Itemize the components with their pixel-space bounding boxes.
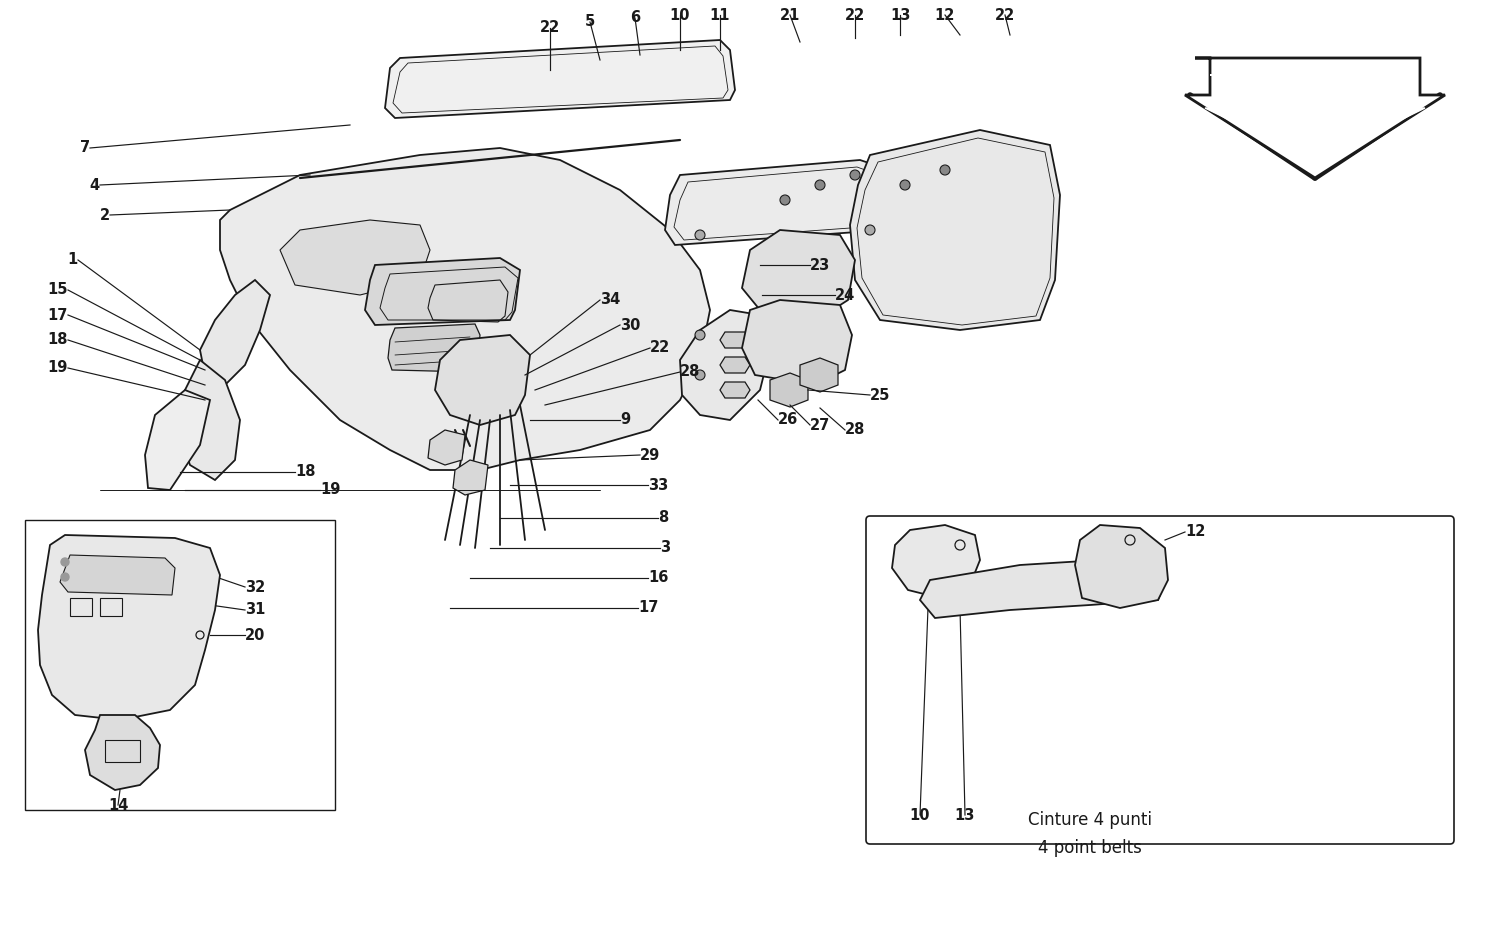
Text: 24: 24	[836, 288, 855, 302]
Text: 12: 12	[934, 8, 956, 23]
Text: 27: 27	[810, 417, 831, 432]
Text: 1: 1	[68, 253, 78, 268]
Polygon shape	[664, 160, 896, 245]
Text: 4: 4	[90, 178, 101, 193]
Polygon shape	[742, 300, 852, 385]
Polygon shape	[453, 460, 488, 495]
Text: 8: 8	[658, 510, 669, 525]
Polygon shape	[364, 258, 520, 325]
Polygon shape	[770, 373, 808, 407]
Text: 13: 13	[956, 808, 975, 823]
Text: 10: 10	[669, 8, 690, 23]
Circle shape	[696, 231, 703, 239]
Circle shape	[62, 558, 69, 566]
Polygon shape	[1185, 58, 1444, 178]
Circle shape	[850, 171, 859, 179]
Polygon shape	[435, 335, 530, 425]
Text: 30: 30	[620, 317, 640, 332]
Circle shape	[696, 331, 703, 339]
Text: 13: 13	[890, 8, 910, 23]
Polygon shape	[427, 430, 465, 465]
Text: 16: 16	[648, 571, 669, 585]
Bar	[26, 520, 334, 810]
Text: 3: 3	[660, 541, 670, 556]
Polygon shape	[200, 280, 270, 385]
Text: 4 point belts: 4 point belts	[1038, 839, 1142, 857]
Text: 5: 5	[585, 14, 596, 29]
Polygon shape	[1204, 75, 1425, 162]
Polygon shape	[742, 230, 855, 318]
Circle shape	[902, 181, 909, 189]
Circle shape	[816, 181, 824, 189]
Text: 21: 21	[780, 8, 800, 23]
Circle shape	[62, 573, 69, 581]
Polygon shape	[1076, 525, 1168, 608]
Text: 2: 2	[100, 207, 109, 222]
Text: 23: 23	[810, 257, 831, 273]
Polygon shape	[800, 358, 838, 392]
Text: 29: 29	[640, 447, 660, 463]
Text: 9: 9	[620, 412, 630, 428]
Polygon shape	[280, 220, 430, 295]
Bar	[100, 598, 122, 616]
Polygon shape	[386, 40, 735, 118]
Polygon shape	[86, 715, 160, 790]
Polygon shape	[220, 148, 710, 470]
Circle shape	[782, 196, 789, 204]
Polygon shape	[388, 324, 480, 372]
Text: 7: 7	[80, 141, 90, 156]
Polygon shape	[720, 382, 750, 398]
Polygon shape	[892, 525, 980, 598]
Polygon shape	[178, 360, 240, 480]
Bar	[105, 740, 140, 762]
Text: 26: 26	[778, 412, 798, 428]
Text: 32: 32	[244, 580, 266, 595]
Text: 33: 33	[648, 478, 669, 492]
Text: 19: 19	[320, 483, 340, 498]
Polygon shape	[680, 310, 770, 420]
Polygon shape	[720, 357, 750, 373]
Polygon shape	[720, 332, 750, 348]
Text: 14: 14	[108, 797, 128, 812]
Text: 22: 22	[844, 8, 865, 23]
Text: 17: 17	[638, 600, 658, 616]
Text: 18: 18	[296, 465, 315, 480]
Text: 11: 11	[710, 8, 730, 23]
Polygon shape	[850, 130, 1060, 330]
Polygon shape	[146, 390, 210, 490]
Circle shape	[940, 166, 950, 174]
Text: 20: 20	[244, 628, 266, 642]
Text: 15: 15	[48, 282, 68, 297]
Text: 10: 10	[909, 808, 930, 823]
Circle shape	[865, 226, 874, 234]
Polygon shape	[38, 535, 220, 720]
Text: Cinture 4 punti: Cinture 4 punti	[1028, 811, 1152, 829]
Polygon shape	[60, 555, 176, 595]
FancyBboxPatch shape	[865, 516, 1454, 844]
Text: 6: 6	[630, 10, 640, 26]
Polygon shape	[920, 558, 1166, 618]
Text: 22: 22	[650, 340, 670, 355]
Text: 17: 17	[48, 308, 68, 322]
Text: 28: 28	[680, 365, 700, 379]
Text: 31: 31	[244, 602, 266, 618]
Text: 34: 34	[600, 293, 621, 308]
Text: 28: 28	[844, 423, 865, 438]
Text: 19: 19	[48, 360, 68, 375]
Text: 12: 12	[1185, 524, 1206, 540]
Text: 18: 18	[48, 332, 68, 348]
Circle shape	[696, 371, 703, 379]
Bar	[70, 598, 92, 616]
Text: 22: 22	[994, 8, 1016, 23]
Text: 25: 25	[870, 388, 891, 403]
Text: 22: 22	[540, 21, 560, 35]
